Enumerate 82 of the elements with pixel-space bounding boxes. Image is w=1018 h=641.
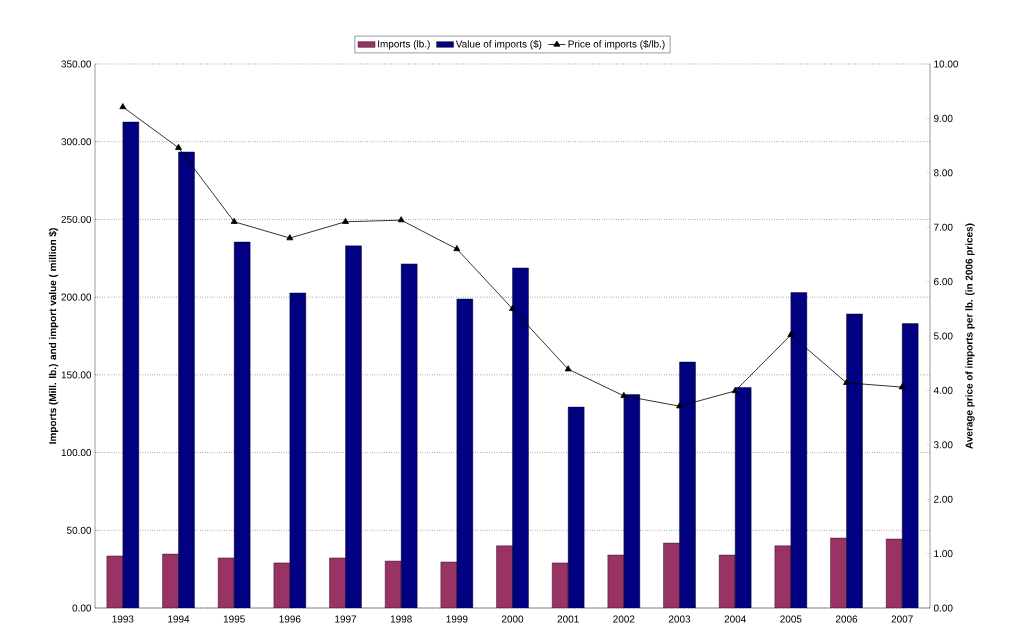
point xyxy=(564,365,572,372)
y-tick-label: 350.00 xyxy=(61,60,92,68)
bar xyxy=(846,313,863,608)
y-tick-label: 250.00 xyxy=(61,215,92,223)
y2-tick-label: 3.00 xyxy=(933,441,953,449)
bar xyxy=(122,121,139,608)
y2-tick-label: 0.00 xyxy=(933,604,953,612)
bar xyxy=(345,245,362,608)
x-tick-label: 2006 xyxy=(835,615,858,623)
bar xyxy=(401,263,418,608)
bar xyxy=(830,538,847,608)
bar xyxy=(735,387,752,608)
legend-label: Imports (lb.) xyxy=(378,40,430,50)
bar xyxy=(774,545,791,608)
y-tick-label: 100.00 xyxy=(61,449,92,457)
x-tick-label: 1996 xyxy=(279,615,301,623)
y-tick-label: 0.00 xyxy=(72,604,92,612)
bar xyxy=(234,241,251,608)
x-tick-label: 1993 xyxy=(112,615,134,623)
x-tick-label: 2007 xyxy=(891,615,913,623)
bar xyxy=(512,267,529,608)
bar xyxy=(440,561,457,608)
x-tick-label: 1999 xyxy=(446,615,468,623)
y2-tick-label: 2.00 xyxy=(934,495,953,503)
bar xyxy=(385,561,402,608)
y2-axis-title: Average price of imports per lb. (in 2006 prices) xyxy=(965,223,975,449)
x-tick-label: 2000 xyxy=(501,615,524,623)
bar xyxy=(885,538,903,608)
point xyxy=(787,331,795,338)
bar xyxy=(289,292,306,608)
y-tick-label: 300.00 xyxy=(61,138,92,146)
point xyxy=(509,304,516,311)
point xyxy=(119,103,127,110)
bar xyxy=(790,292,807,608)
point xyxy=(397,216,405,223)
y-axis-title: Imports (Mill. lb.) and import value ( million $) xyxy=(48,228,59,444)
bar xyxy=(496,545,513,608)
bar xyxy=(719,555,736,608)
x-tick-label: 1997 xyxy=(335,615,357,623)
y2-tick-label: 8.00 xyxy=(933,169,953,177)
point xyxy=(843,378,850,385)
y2-tick-label: 5.00 xyxy=(933,332,953,340)
y2-tick-label: 9.00 xyxy=(934,114,953,122)
bar xyxy=(456,299,473,608)
y-tick-label: 50.00 xyxy=(66,526,92,534)
bar xyxy=(679,361,696,608)
x-tick-label: 2002 xyxy=(613,615,635,623)
x-tick-label: 2005 xyxy=(780,615,802,623)
bar xyxy=(178,151,195,608)
x-tick-label: 2001 xyxy=(557,615,579,623)
point xyxy=(731,387,739,394)
point xyxy=(620,391,628,398)
bar xyxy=(162,554,179,608)
bar xyxy=(329,557,346,608)
y2-tick-label: 10.00 xyxy=(934,60,959,68)
bar xyxy=(901,323,919,608)
bar xyxy=(607,555,624,608)
point xyxy=(230,217,238,224)
legend-label: Price of imports ($/lb.) xyxy=(568,40,665,50)
bar xyxy=(218,557,235,608)
y2-tick-label: 1.00 xyxy=(934,550,953,558)
point xyxy=(342,217,349,224)
point xyxy=(453,245,461,252)
point xyxy=(175,143,182,150)
y-tick-label: 150.00 xyxy=(61,371,92,379)
x-tick-label: 2003 xyxy=(668,615,691,623)
x-tick-label: 1995 xyxy=(223,615,245,623)
y2-tick-label: 4.00 xyxy=(933,386,953,394)
legend-label: Value of imports ($) xyxy=(455,40,542,50)
bar xyxy=(623,394,640,608)
point xyxy=(898,383,906,390)
point xyxy=(286,234,294,241)
bar xyxy=(106,555,123,608)
x-tick-label: 1994 xyxy=(168,615,190,623)
y-tick-label: 200.00 xyxy=(61,293,92,301)
point xyxy=(676,402,683,409)
x-tick-label: 2004 xyxy=(724,615,746,623)
bar xyxy=(663,543,680,608)
y2-tick-label: 6.00 xyxy=(934,278,953,286)
x-tick-label: 1998 xyxy=(390,615,412,623)
bar xyxy=(568,407,585,608)
y2-tick-label: 7.00 xyxy=(934,223,953,231)
